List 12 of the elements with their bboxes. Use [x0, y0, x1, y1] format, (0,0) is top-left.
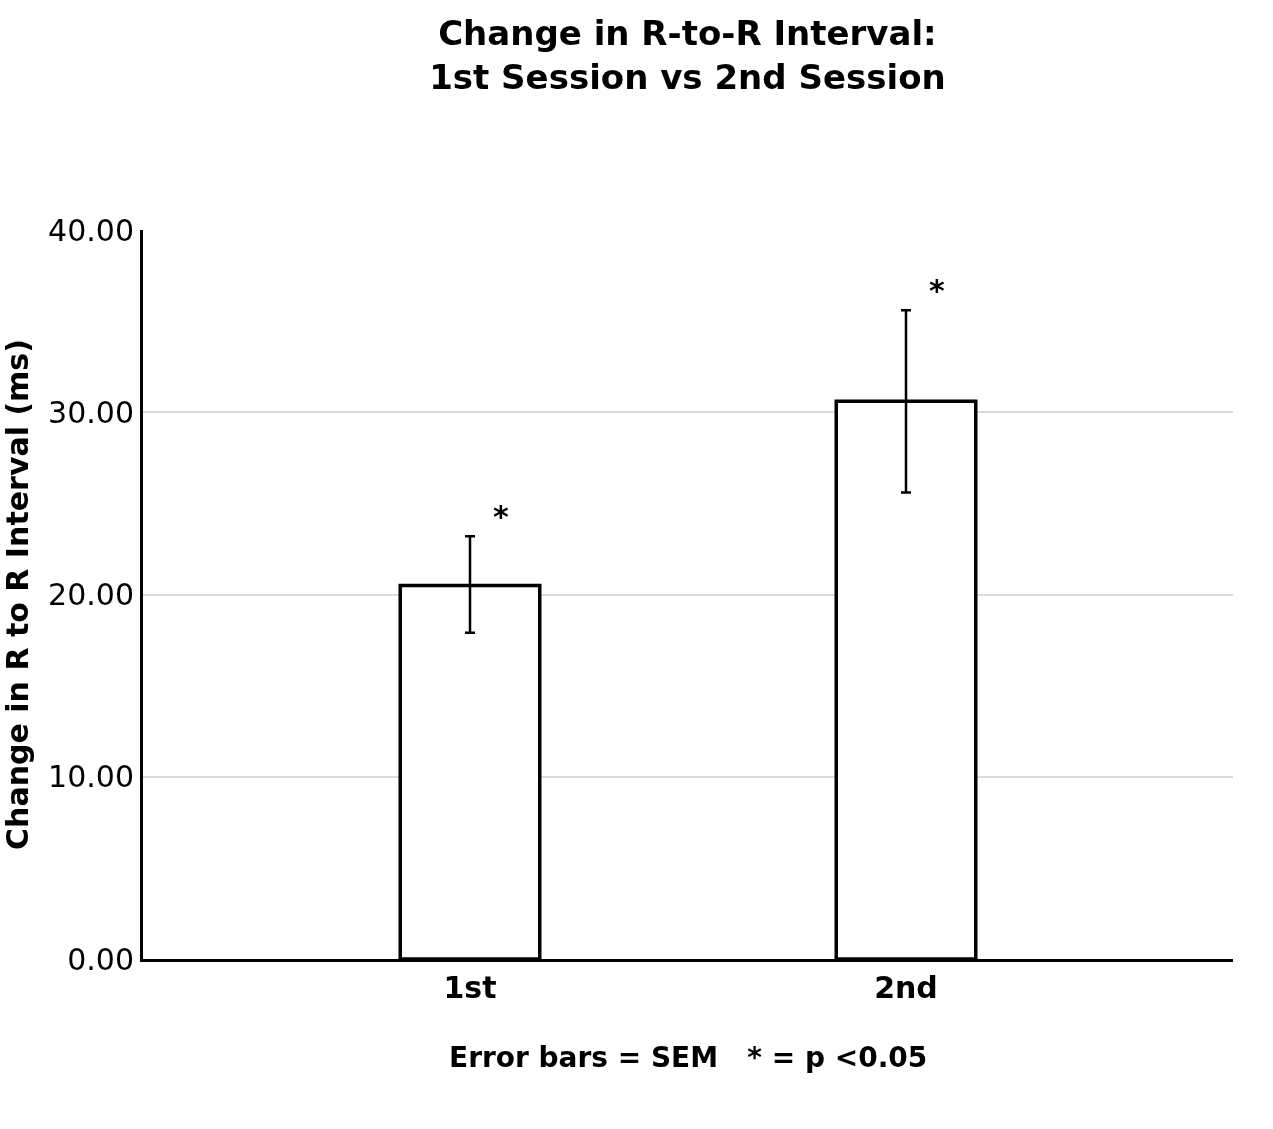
- y-axis-title: Change in R to R Interval (ms): [0, 339, 35, 850]
- y-tick-label: 30.00: [48, 394, 134, 430]
- x-tick-label: 2nd: [874, 970, 938, 1005]
- annotation: *: [929, 273, 945, 308]
- annotation: *: [493, 499, 509, 534]
- x-tick-label: 1st: [443, 970, 497, 1005]
- chart-title: Change in R-to-R Interval: 1st Session vs 2nd Session: [429, 13, 946, 98]
- y-tick-label: 0.00: [67, 941, 134, 977]
- text: Error bars = SEM * = p <0.05: [449, 1041, 928, 1074]
- y-tick-label: 20.00: [48, 577, 134, 612]
- y-tick-label: 10.00: [48, 759, 134, 795]
- y-tick-label: 40.00: [48, 212, 134, 248]
